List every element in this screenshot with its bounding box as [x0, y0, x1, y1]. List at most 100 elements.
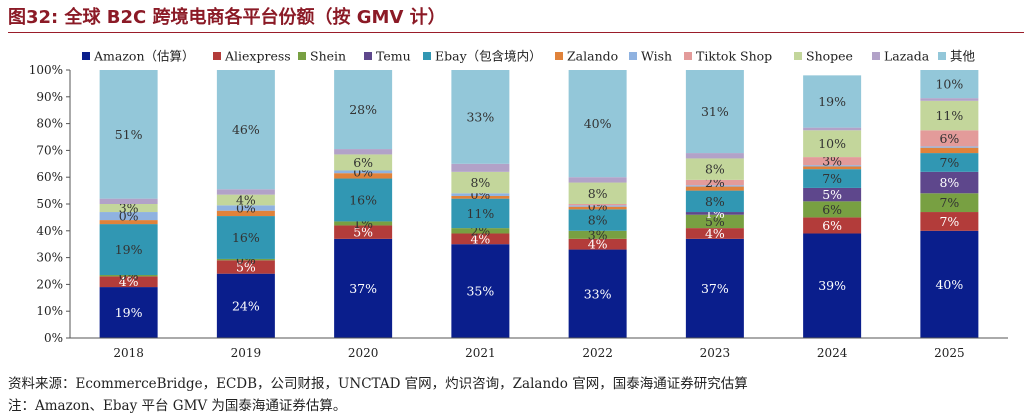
data-label: 16%: [349, 192, 377, 207]
bar-segment: [99, 276, 158, 288]
legend-swatch: [82, 52, 90, 60]
bar-stack-2022: 33%4%3%8%0%8%40%: [568, 70, 627, 338]
bar-segment: [685, 190, 744, 213]
data-label: 3%: [119, 201, 139, 216]
bar-segment: [803, 233, 862, 338]
data-label: 28%: [349, 102, 377, 117]
bar-segment: [216, 273, 275, 338]
legend-swatch: [364, 52, 372, 60]
legend-swatch: [629, 52, 637, 60]
legend-item: Lazada: [872, 49, 930, 64]
legend-item: 其他: [938, 49, 976, 64]
data-label: 31%: [701, 104, 729, 119]
data-label: 3%: [822, 154, 842, 169]
x-tick-label: 2019: [231, 346, 262, 360]
x-tick-label: 2021: [465, 346, 496, 360]
data-label: 8%: [705, 194, 725, 209]
bar-segment: [803, 166, 862, 170]
x-axis: 2018 2019 2020 2021 2022 2023 2024 2025: [70, 337, 1008, 360]
legend-label: Shopee: [806, 49, 853, 64]
x-tick-label: 2020: [348, 346, 379, 360]
bar-segment: [920, 147, 979, 154]
data-label: 40%: [584, 116, 612, 131]
data-label: 10%: [818, 136, 846, 151]
bar-segment: [334, 149, 393, 155]
data-label: 3%: [588, 227, 608, 242]
bar-segment: [451, 228, 510, 234]
legend-swatch: [213, 52, 221, 60]
bar-segment: [451, 195, 510, 199]
data-label: 19%: [818, 94, 846, 109]
bar-segment: [803, 201, 862, 218]
bar-segment: [920, 153, 979, 172]
data-label: 11%: [466, 206, 494, 221]
data-label: 4%: [119, 274, 139, 289]
data-label: 5%: [822, 187, 842, 202]
data-label: 19%: [115, 242, 143, 257]
data-label: 4%: [236, 192, 256, 207]
legend-swatch: [298, 52, 306, 60]
legend-label: Tiktok Shop: [696, 49, 772, 64]
legend-swatch: [423, 52, 431, 60]
bar-segment: [334, 173, 393, 179]
legend-item: Shein: [298, 49, 346, 64]
bar-segment: [803, 165, 862, 167]
bar-segment: [451, 244, 510, 338]
data-label: 8%: [470, 175, 490, 190]
x-tick-label: 2024: [817, 346, 848, 360]
legend-swatch: [872, 52, 880, 60]
bar-segment: [685, 179, 744, 186]
data-label: 4%: [588, 237, 608, 252]
bar-segment: [685, 238, 744, 338]
bar-segment: [920, 212, 979, 231]
bar-segment: [451, 198, 510, 229]
bar-segment: [803, 187, 862, 202]
bar-segment: [216, 189, 275, 195]
data-label: 7%: [939, 155, 959, 170]
bar-stack-2023: 37%4%5%1%8%2%8%31%: [685, 70, 744, 338]
data-label: 35%: [466, 284, 494, 299]
data-label: 6%: [939, 131, 959, 146]
legend-swatch: [684, 52, 692, 60]
bar-segment: [920, 100, 979, 131]
bar-segment: [99, 198, 158, 204]
bar-segment: [568, 177, 627, 183]
bar-segment: [216, 216, 275, 259]
bar-stack-2025: 40% 7% 7% 8% 7% 6% 11% 10%: [920, 70, 979, 338]
bar-segment: [568, 70, 627, 178]
bar-segment: [568, 249, 627, 338]
x-tick-label: 2023: [700, 346, 731, 360]
x-tick-label: 2018: [113, 346, 144, 360]
legend-label: Lazada: [884, 49, 930, 64]
bar-segment: [568, 230, 627, 239]
data-label: 6%: [822, 202, 842, 217]
bar-segment: [99, 204, 158, 213]
legend-label: Ebay（包含境内）: [435, 49, 542, 64]
plot-area: 19%4%0%19%0%3%51%24%5%0%16%0%4%46%37%5%1…: [99, 70, 979, 338]
legend-item: Tiktok Shop: [684, 49, 772, 64]
legend-label: Temu: [376, 49, 411, 64]
data-label: 33%: [584, 286, 612, 301]
bar-segment: [920, 70, 979, 99]
y-tick-label: 30%: [36, 251, 63, 265]
data-label: 7%: [939, 214, 959, 229]
bar-segment: [99, 212, 158, 221]
source-note: 资料来源：EcommerceBridge，ECDB，公司财报，UNCTAD 官网…: [8, 376, 748, 392]
bar-segment: [334, 170, 393, 174]
legend-item: Zalando: [555, 49, 618, 64]
bar-segment: [99, 287, 158, 338]
bar-segment: [451, 163, 510, 172]
bar-segment: [920, 146, 979, 148]
figure-title: 图32: 全球 B2C 跨境电商各平台份额（按 GMV 计）: [8, 4, 1024, 33]
y-tick-label: 100%: [29, 63, 63, 77]
bar-segment: [216, 194, 275, 206]
legend-label: Shein: [310, 49, 346, 64]
bar-segment: [920, 171, 979, 194]
bar-segment: [803, 169, 862, 188]
bar-stack-2020: 37%5%1%16%0%6%28%: [334, 70, 393, 338]
bar-segment: [920, 193, 979, 213]
bar-segment: [334, 221, 393, 226]
bar-segment: [803, 130, 862, 158]
bar-stack-2018: 19%4%0%19%0%3%51%: [99, 70, 158, 338]
bar-segment: [451, 193, 510, 196]
